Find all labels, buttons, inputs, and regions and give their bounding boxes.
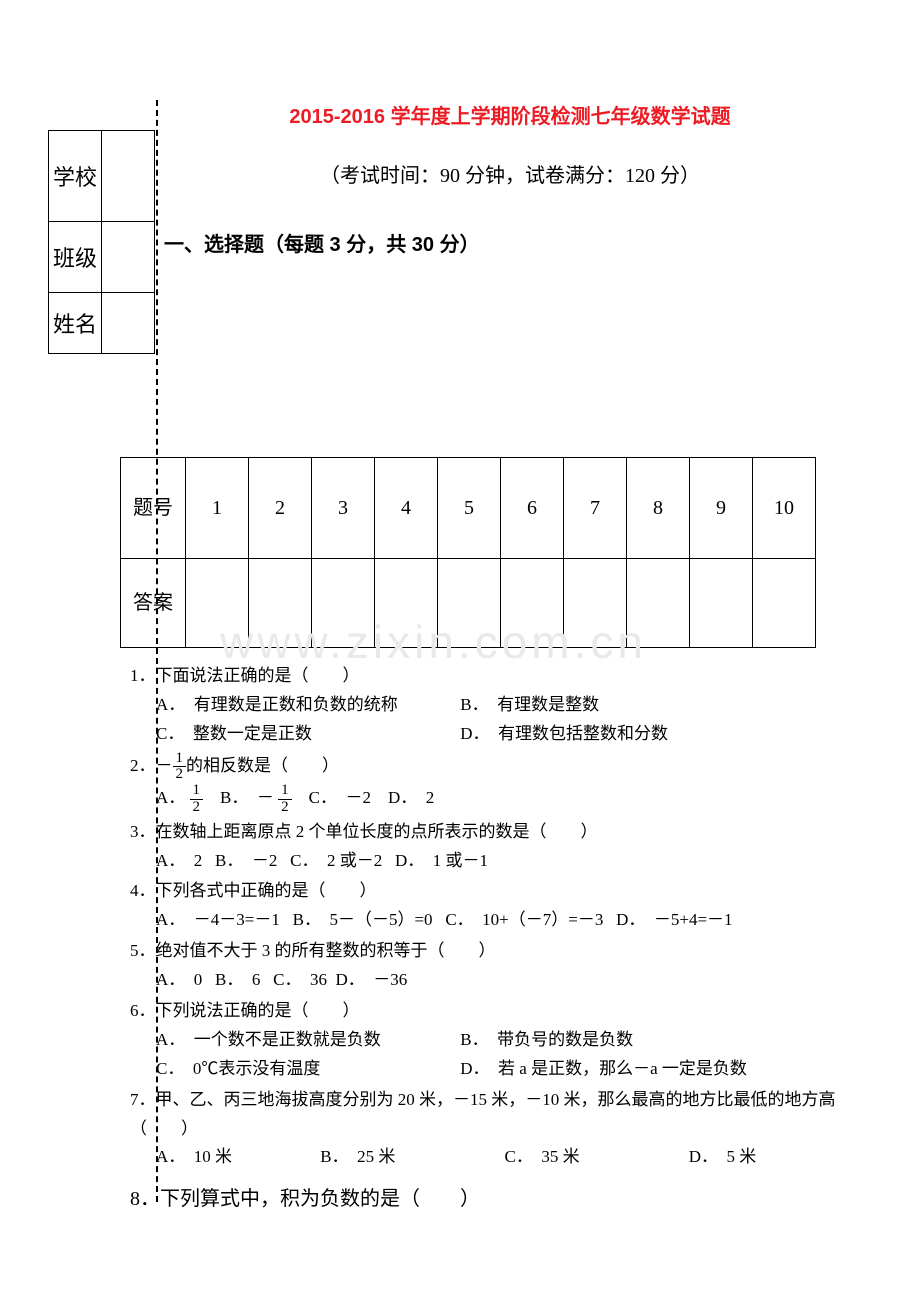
q3: 3．在数轴上距离原点 2 个单位长度的点所表示的数是（ ） A． 2 B． －2… bbox=[130, 818, 850, 876]
q6-opt-a: A． 一个数不是正数就是负数 bbox=[156, 1026, 456, 1055]
q4-opt-c: C． 10+（－7）=－3 bbox=[445, 910, 603, 929]
q1: 1．下面说法正确的是（ ） A． 有理数是正数和负数的统称 B． 有理数是整数 … bbox=[130, 662, 850, 749]
answer-col-4: 4 bbox=[375, 458, 438, 559]
fraction-half-icon: 12 bbox=[173, 751, 187, 784]
q4-opt-a: A． －4－3=－1 bbox=[156, 910, 280, 929]
q8-stem: 8．下列算式中，积为负数的是（ ） bbox=[130, 1188, 480, 1210]
q3-opt-b: B． －2 bbox=[215, 851, 277, 870]
section-1-heading: 一、选择题（每题 3 分，共 30 分） bbox=[164, 228, 920, 257]
q7-opt-c: C． 35 米 bbox=[505, 1143, 685, 1172]
blank-class bbox=[102, 222, 155, 293]
fraction-half-icon: 12 bbox=[190, 783, 204, 816]
q4-stem: 4．下列各式中正确的是（ ） bbox=[130, 877, 850, 906]
student-info-table: 学校 班级 姓名 bbox=[48, 130, 155, 354]
answer-col-6: 6 bbox=[501, 458, 564, 559]
q2-stem: 2．－12的相反数是（ ） bbox=[130, 751, 850, 784]
q6-opt-b: B． 带负号的数是负数 bbox=[460, 1030, 633, 1049]
answer-col-10: 10 bbox=[753, 458, 816, 559]
answer-col-5: 5 bbox=[438, 458, 501, 559]
binding-dashed-line bbox=[156, 100, 158, 1202]
answer-col-2: 2 bbox=[249, 458, 312, 559]
answer-col-8: 8 bbox=[627, 458, 690, 559]
q2-opts: A． 12 B． － 12 C． －2 D． 2 bbox=[130, 783, 850, 816]
q7-opt-a: A． 10 米 bbox=[156, 1143, 316, 1172]
q1-opt-b: B． 有理数是整数 bbox=[460, 695, 599, 714]
q2-stem-post: 的相反数是（ ） bbox=[186, 756, 339, 775]
answer-cell bbox=[690, 559, 753, 648]
q2-opt-c: C． －2 bbox=[309, 788, 371, 807]
q6: 6．下列说法正确的是（ ） A． 一个数不是正数就是负数 B． 带负号的数是负数… bbox=[130, 997, 850, 1084]
q5-opt-d: D． －36 bbox=[335, 970, 407, 989]
answer-header-ans: 答案 bbox=[121, 559, 186, 648]
exam-title: 2015-2016 学年度上学期阶段检测七年级数学试题 bbox=[160, 100, 860, 129]
q5-opt-c: C． 36 bbox=[273, 970, 327, 989]
q3-opt-c: C． 2 或－2 bbox=[290, 851, 382, 870]
label-class: 班级 bbox=[49, 222, 102, 293]
q2-opt-b-pre: B． － bbox=[220, 788, 274, 807]
fraction-half-icon: 12 bbox=[278, 783, 292, 816]
q2-stem-pre: 2．－ bbox=[130, 756, 173, 775]
q4: 4．下列各式中正确的是（ ） A． －4－3=－1 B． 5－（－5）=0 C．… bbox=[130, 877, 850, 935]
q5: 5．绝对值不大于 3 的所有整数的积等于（ ） A． 0 B． 6 C． 36 … bbox=[130, 937, 850, 995]
q5-stem: 5．绝对值不大于 3 的所有整数的积等于（ ） bbox=[130, 937, 850, 966]
q6-stem: 6．下列说法正确的是（ ） bbox=[130, 997, 850, 1026]
q2-opt-a-pre: A． bbox=[156, 788, 185, 807]
q3-stem: 3．在数轴上距离原点 2 个单位长度的点所表示的数是（ ） bbox=[130, 818, 850, 847]
answer-col-1: 1 bbox=[186, 458, 249, 559]
answer-col-9: 9 bbox=[690, 458, 753, 559]
q5-opt-a: A． 0 bbox=[156, 970, 202, 989]
q6-opt-d: D． 若 a 是正数，那么－a 一定是负数 bbox=[460, 1059, 747, 1078]
label-name: 姓名 bbox=[49, 293, 102, 354]
exam-subtitle: （考试时间：90 分钟，试卷满分：120 分） bbox=[160, 159, 860, 188]
q2: 2．－12的相反数是（ ） A． 12 B． － 12 C． －2 D． 2 bbox=[130, 751, 850, 816]
q7-opt-b: B． 25 米 bbox=[320, 1143, 500, 1172]
q1-opt-a: A． 有理数是正数和负数的统称 bbox=[156, 691, 456, 720]
q7: 7．甲、乙、丙三地海拔高度分别为 20 米，－15 米，－10 米，那么最高的地… bbox=[130, 1086, 850, 1173]
blank-school bbox=[102, 131, 155, 222]
blank-name bbox=[102, 293, 155, 354]
answer-header-qno: 题号 bbox=[121, 458, 186, 559]
q5-opt-b: B． 6 bbox=[215, 970, 260, 989]
q6-opt-c: C． 0℃表示没有温度 bbox=[156, 1055, 456, 1084]
answer-col-7: 7 bbox=[564, 458, 627, 559]
q8: 8．下列算式中，积为负数的是（ ） bbox=[130, 1182, 850, 1216]
q2-opt-d: D． 2 bbox=[388, 788, 434, 807]
q1-opt-d: D． 有理数包括整数和分数 bbox=[460, 724, 668, 743]
q4-opt-d: D． －5+4=－1 bbox=[616, 910, 732, 929]
q7-stem: 7．甲、乙、丙三地海拔高度分别为 20 米，－15 米，－10 米，那么最高的地… bbox=[130, 1086, 850, 1144]
q1-opt-c: C． 整数一定是正数 bbox=[156, 720, 456, 749]
questions-block: 1．下面说法正确的是（ ） A． 有理数是正数和负数的统称 B． 有理数是整数 … bbox=[130, 662, 850, 1216]
answer-col-3: 3 bbox=[312, 458, 375, 559]
label-school: 学校 bbox=[49, 131, 102, 222]
q3-opt-a: A． 2 bbox=[156, 851, 202, 870]
q4-opt-b: B． 5－（－5）=0 bbox=[293, 910, 433, 929]
answer-cell bbox=[753, 559, 816, 648]
watermark-text: www.zixin.com.cn bbox=[220, 615, 647, 669]
q3-opt-d: D． 1 或－1 bbox=[395, 851, 488, 870]
q7-opt-d: D． 5 米 bbox=[689, 1143, 757, 1172]
